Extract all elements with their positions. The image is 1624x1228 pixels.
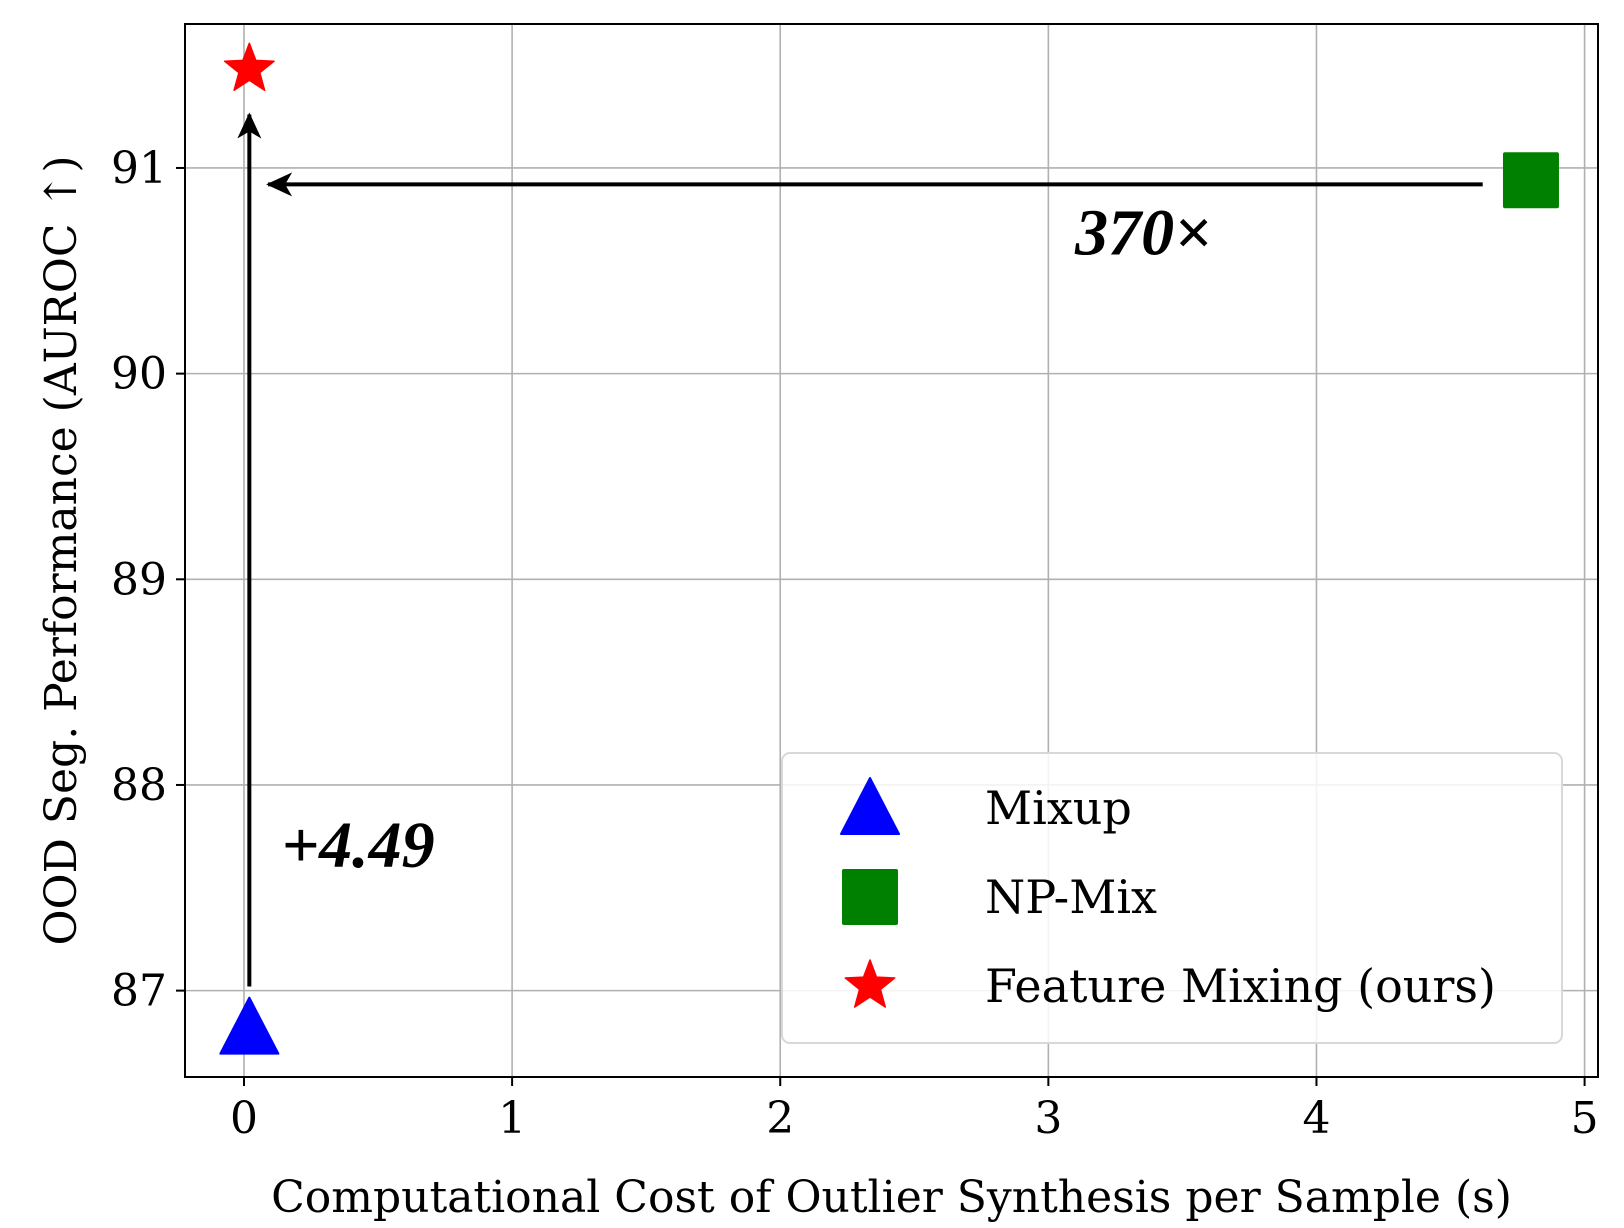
- x-tick-label: 2: [766, 1093, 794, 1144]
- feature-mixing-ours-point: [223, 42, 275, 92]
- annotations: 370× +4.49: [237, 112, 1483, 987]
- y-tick-label: 89: [111, 554, 167, 605]
- grid: [185, 24, 1598, 1077]
- legend-mixup-label: Mixup: [985, 781, 1132, 835]
- x-tick-label: 4: [1302, 1093, 1330, 1144]
- legend-box: [781, 752, 1563, 1044]
- gain-annotation-label: +4.49: [282, 809, 435, 882]
- x-axis-label: Computational Cost of Outlier Synthesis …: [271, 1172, 1512, 1223]
- legend-np-mix-label: NP-Mix: [985, 870, 1157, 924]
- mixup-point: [219, 996, 280, 1055]
- speedup-annotation-label: 370×: [1074, 196, 1212, 269]
- x-tick-label: 3: [1034, 1093, 1062, 1144]
- y-tick-label: 87: [111, 966, 167, 1017]
- y-tick-label: 88: [111, 760, 167, 811]
- x-tick-label: 1: [498, 1093, 526, 1144]
- plot-area-frame: [184, 23, 1599, 1078]
- x-tick-label: 0: [230, 1093, 258, 1144]
- x-tick-label: 5: [1571, 1093, 1599, 1144]
- axis-ticks: 0 1 2 3 4 5 87 88 89 90 91: [111, 143, 1599, 1144]
- legend-mixup-marker: [840, 777, 900, 835]
- legend-np-mix-marker: [842, 869, 898, 925]
- legend: Mixup NP-Mix Feature Mixing (ours): [781, 752, 1563, 1044]
- y-tick-label: 90: [111, 349, 167, 400]
- legend-feature-mixing-ours-label: Feature Mixing (ours): [985, 959, 1496, 1013]
- legend-feature-mixing-ours-marker: [844, 959, 896, 1008]
- np-mix-point: [1502, 152, 1559, 209]
- data-marks: [219, 42, 1559, 1055]
- y-axis-label: OOD Seg. Performance (AUROC ↑): [36, 155, 87, 945]
- y-tick-label: 91: [111, 143, 167, 194]
